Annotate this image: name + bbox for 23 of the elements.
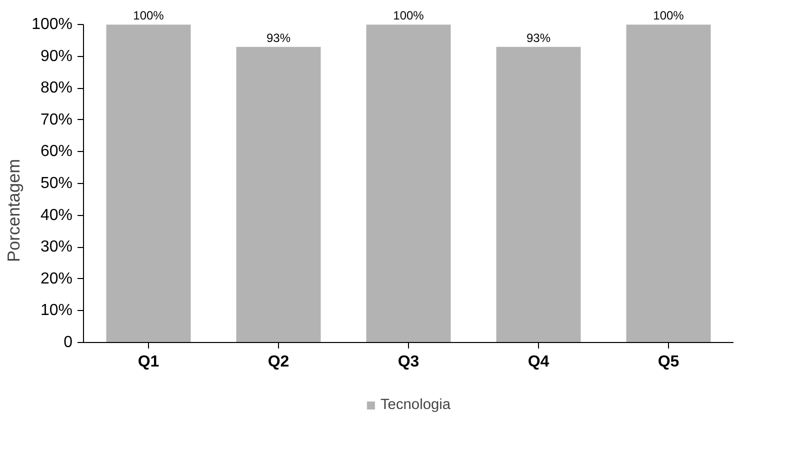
x-tick-label: Q3 [398,353,420,370]
y-tick-label: 50% [40,174,73,192]
y-tick-label: 80% [40,80,73,97]
data-label: 100% [393,8,424,23]
y-tick-label: 100% [32,16,72,34]
y-tick-label: 20% [40,270,73,288]
data-label: 93% [526,30,551,45]
data-label: 93% [266,30,291,45]
data-label: 100% [133,8,164,23]
x-tick-label: Q5 [658,353,680,370]
x-tick-label: Q1 [138,353,160,370]
y-tick-label: 90% [40,48,73,65]
y-tick-label: 60% [40,143,73,160]
data-label: 100% [653,8,684,23]
y-tick-label: 40% [40,206,73,224]
y-tick-label: 10% [40,302,73,320]
x-tick-label: Q2 [268,353,290,370]
y-tick-label: 0 [64,334,73,351]
x-tick-label: Q4 [528,353,550,370]
legend-label: Tecnologia [380,397,451,413]
y-axis-title: Porcentagem [4,158,24,262]
y-tick-label: 70% [40,111,73,128]
y-tick-label: 30% [40,238,73,256]
